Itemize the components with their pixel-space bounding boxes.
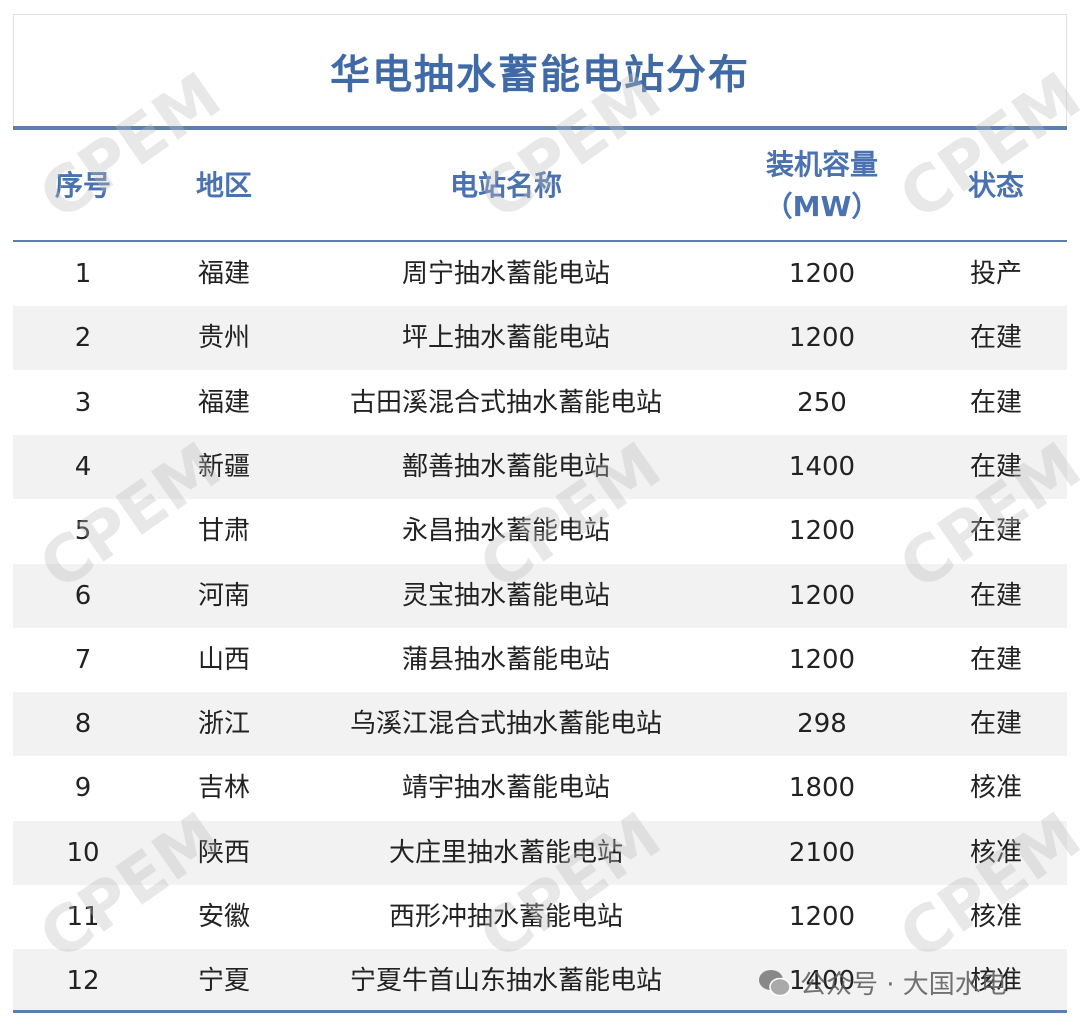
table-cell: 12 [66,966,100,997]
table-cell: 蒲县抽水蓄能电站 [401,644,611,675]
table-cell: 4 [74,451,92,482]
table-row: 3 福建 古田溪混合式抽水蓄能电站 250 在建 [13,371,1067,435]
table-cell: 2 [74,323,92,354]
bottom-rule [13,1010,1067,1013]
table-row: 10 陕西 大庄里抽水蓄能电站 2100 核准 [13,820,1067,885]
header-cell: 序号 [54,168,112,202]
table-row: 7 山西 蒲县抽水蓄能电站 1200 在建 [13,628,1067,692]
table-cell: 在建 [969,451,1023,482]
table-cell: 陕西 [197,837,251,868]
table-cell: 核准 [969,773,1023,804]
table-cell: 7 [74,644,92,675]
table-cell: 宁夏 [197,966,251,997]
header-cell: 状态 [967,168,1025,202]
table-row: 1 福建 周宁抽水蓄能电站 1200 投产 [13,242,1067,306]
table-cell: 核准 [969,837,1023,868]
table-header: 序号 地区 电站名称 装机容量（MW） 状态 [13,131,1067,240]
table-cell: 250 [797,387,847,418]
table-cell: 298 [797,709,847,740]
table-cell: 核准 [969,902,1023,932]
header-cell: 装机容量（MW） [764,147,880,223]
title-box: 华电抽水蓄能电站分布 [13,14,1067,127]
table-cell: 鄯善抽水蓄能电站 [401,451,611,482]
table-cell: 1200 [788,516,856,547]
table-cell: 1200 [788,259,856,289]
table-cell: 1800 [788,773,856,804]
header-cell: 电站名称 [449,168,563,202]
wechat-icon [759,969,791,996]
table-cell: 周宁抽水蓄能电站 [401,259,611,289]
table-cell: 1200 [788,644,856,675]
table-cell: 在建 [969,709,1023,740]
table-cell: 西形冲抽水蓄能电站 [388,902,624,932]
table-row: 8 浙江 乌溪江混合式抽水蓄能电站 298 在建 [13,692,1067,757]
table-row: 11 安徽 西形冲抽水蓄能电站 1200 核准 [13,885,1067,949]
table-row: 4 新疆 鄯善抽水蓄能电站 1400 在建 [13,434,1067,499]
table-cell: 坪上抽水蓄能电站 [401,323,611,354]
table-cell: 吉林 [197,773,251,804]
table-cell: 乌溪江混合式抽水蓄能电站 [349,709,663,740]
table-cell: 1 [74,259,92,289]
table-cell: 贵州 [197,323,251,354]
table-cell: 1200 [788,902,856,932]
table-cell: 灵宝抽水蓄能电站 [401,580,611,611]
table-cell: 6 [74,580,92,611]
table-cell: 永昌抽水蓄能电站 [401,516,611,547]
top-rule [13,126,1067,130]
table-cell: 山西 [197,644,251,675]
table-cell: 大庄里抽水蓄能电站 [388,837,624,868]
table-cell: 在建 [969,323,1023,354]
table-cell: 10 [66,837,100,868]
table-cell: 福建 [197,259,251,289]
table-cell: 1400 [788,966,856,997]
table-cell: 9 [74,773,92,804]
table-cell: 5 [74,516,92,547]
table-cell: 3 [74,387,92,418]
table-cell: 河南 [197,580,251,611]
table-cell: 在建 [969,387,1023,418]
header-cell: 地区 [195,168,253,202]
table-cell: 1200 [788,580,856,611]
table-cell: 古田溪混合式抽水蓄能电站 [349,387,663,418]
table-cell: 2100 [788,837,856,868]
table-row: 9 吉林 靖宇抽水蓄能电站 1800 核准 [13,756,1067,820]
table-cell: 在建 [969,580,1023,611]
table-cell: 甘肃 [197,516,251,547]
table-cell: 1400 [788,451,856,482]
table-cell: 浙江 [197,709,251,740]
table-cell: 1200 [788,323,856,354]
table-cell: 新疆 [197,451,251,482]
table-cell: 靖宇抽水蓄能电站 [401,773,611,804]
table-cell: 8 [74,709,92,740]
table-cell: 安徽 [197,902,251,932]
table-row: 6 河南 灵宝抽水蓄能电站 1200 在建 [13,563,1067,628]
footer-text: 公众号 · 大国水电 [800,970,1007,1000]
table-cell: 福建 [197,387,251,418]
table-cell: 在建 [969,644,1023,675]
header-rule [13,240,1067,242]
title: 华电抽水蓄能电站分布 [330,52,750,98]
table-row: 5 甘肃 永昌抽水蓄能电站 1200 在建 [13,499,1067,563]
table-row: 2 贵州 坪上抽水蓄能电站 1200 在建 [13,306,1067,371]
footer: 公众号 · 大国水电 [758,964,1007,1001]
table-cell: 投产 [969,259,1023,289]
table-cell: 宁夏牛首山东抽水蓄能电站 [349,966,663,997]
table-cell: 11 [66,902,100,932]
table-cell: 在建 [969,516,1023,547]
table-row: 12 宁夏 宁夏牛首山东抽水蓄能电站 1400 核准 [13,949,1067,1014]
table-cell: 核准 [969,966,1023,997]
